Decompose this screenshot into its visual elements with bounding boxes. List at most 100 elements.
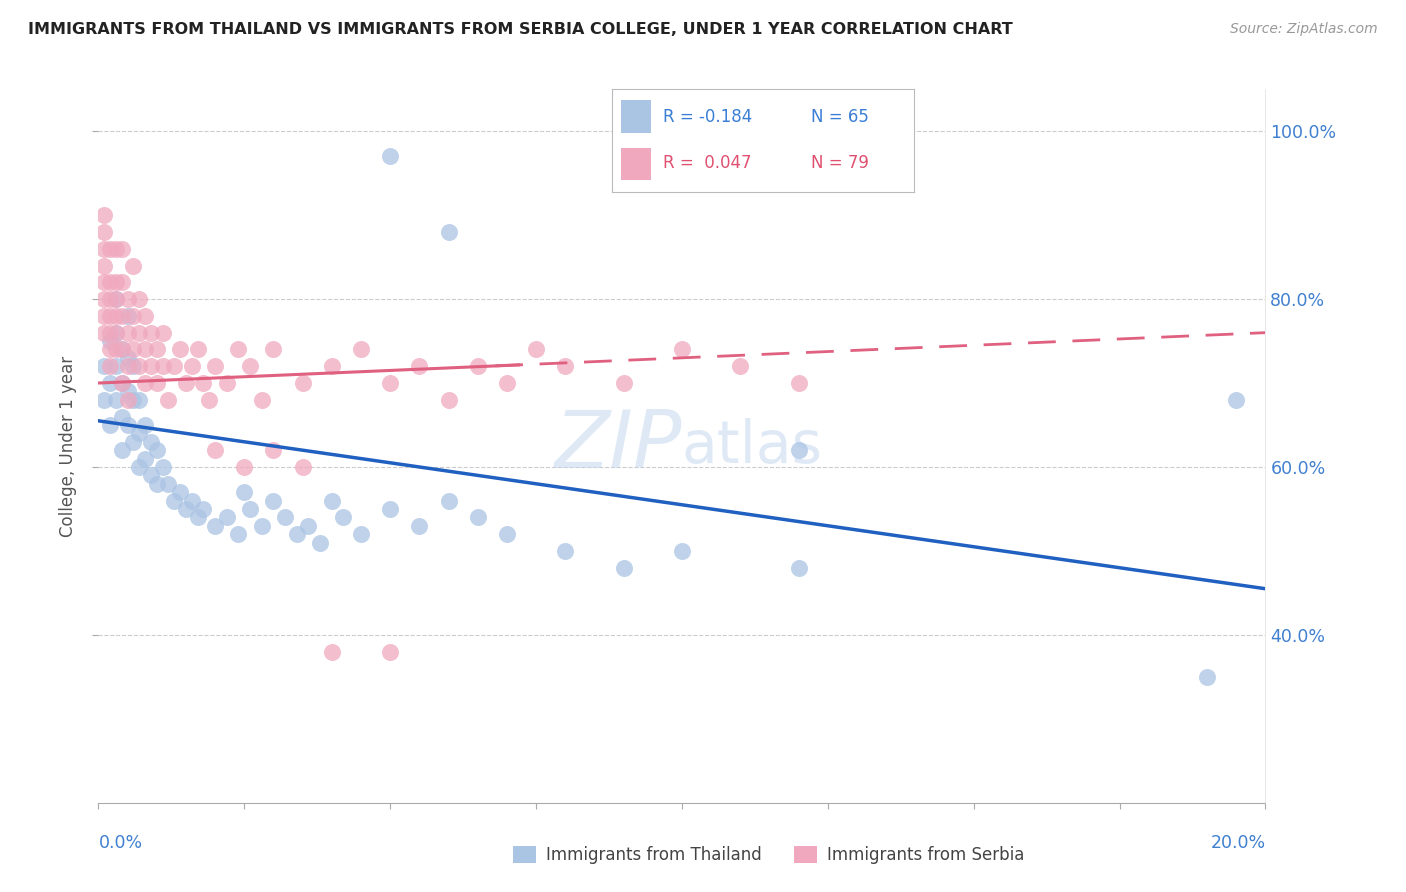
Point (122, 343, 145, 357)
Point (98, 417, 121, 432)
Point (163, 359, 186, 374)
Point (93, 309, 115, 323)
Point (93, 326, 115, 340)
Point (285, 527, 308, 541)
Point (378, 502, 402, 516)
Point (98, 359, 121, 374)
Point (169, 343, 191, 357)
Point (187, 343, 209, 357)
Point (524, 343, 547, 357)
Text: Immigrants from Thailand: Immigrants from Thailand (546, 846, 761, 863)
Point (787, 560, 810, 574)
Point (332, 510, 354, 524)
Text: 0.0%: 0.0% (98, 834, 142, 852)
Point (437, 225, 460, 239)
Point (98, 309, 121, 323)
Point (117, 351, 139, 365)
Point (117, 309, 139, 323)
Point (134, 343, 156, 357)
Text: IMMIGRANTS FROM THAILAND VS IMMIGRANTS FROM SERBIA COLLEGE, UNDER 1 YEAR CORRELA: IMMIGRANTS FROM THAILAND VS IMMIGRANTS F… (28, 22, 1012, 37)
Point (139, 326, 162, 340)
Point (117, 326, 139, 340)
Point (104, 326, 127, 340)
Point (787, 376, 810, 390)
Point (93, 275, 115, 289)
Point (174, 502, 197, 516)
Point (117, 417, 139, 432)
Point (228, 527, 250, 541)
Point (250, 392, 273, 407)
Point (117, 384, 139, 399)
Point (297, 518, 319, 533)
Text: N = 79: N = 79 (811, 154, 869, 172)
Point (321, 359, 343, 374)
Point (98, 343, 121, 357)
Point (239, 502, 262, 516)
Point (408, 359, 430, 374)
Point (104, 275, 127, 289)
Point (122, 309, 145, 323)
Text: Source: ZipAtlas.com: Source: ZipAtlas.com (1230, 22, 1378, 37)
Point (228, 343, 250, 357)
Point (157, 476, 180, 491)
Point (111, 242, 134, 256)
Point (104, 392, 127, 407)
Point (98, 376, 121, 390)
Point (554, 544, 576, 558)
Point (612, 376, 634, 390)
Point (111, 343, 134, 357)
Point (128, 326, 150, 340)
Point (467, 359, 489, 374)
Point (437, 493, 460, 508)
Point (671, 544, 693, 558)
Point (378, 645, 402, 659)
Point (350, 527, 373, 541)
Point (146, 476, 169, 491)
Point (262, 493, 284, 508)
Point (104, 292, 127, 306)
Point (146, 443, 169, 458)
Point (111, 443, 134, 458)
Point (180, 493, 202, 508)
Point (111, 376, 134, 390)
Point (134, 417, 156, 432)
Point (98, 275, 121, 289)
Point (134, 309, 156, 323)
Point (728, 359, 751, 374)
Point (104, 292, 127, 306)
Point (139, 434, 162, 449)
Point (408, 518, 430, 533)
Point (495, 527, 517, 541)
Point (152, 359, 174, 374)
Point (157, 392, 180, 407)
Point (239, 359, 262, 374)
Point (93, 225, 115, 239)
Point (104, 326, 127, 340)
Point (198, 392, 221, 407)
Point (146, 376, 169, 390)
Point (128, 359, 150, 374)
Point (274, 510, 297, 524)
Point (612, 560, 634, 574)
Point (437, 392, 460, 407)
Point (117, 292, 139, 306)
Point (93, 359, 115, 374)
Point (122, 259, 145, 273)
Point (93, 259, 115, 273)
Point (204, 518, 226, 533)
Point (152, 460, 174, 475)
Point (93, 208, 115, 222)
Point (98, 242, 121, 256)
Point (215, 376, 238, 390)
Text: Immigrants from Serbia: Immigrants from Serbia (827, 846, 1024, 863)
Point (309, 535, 332, 549)
Point (122, 392, 145, 407)
Point (262, 343, 284, 357)
Point (250, 518, 273, 533)
Point (187, 510, 209, 524)
Bar (620, 101, 651, 133)
Point (787, 443, 810, 458)
Point (111, 309, 134, 323)
Point (104, 359, 127, 374)
Point (98, 334, 121, 348)
